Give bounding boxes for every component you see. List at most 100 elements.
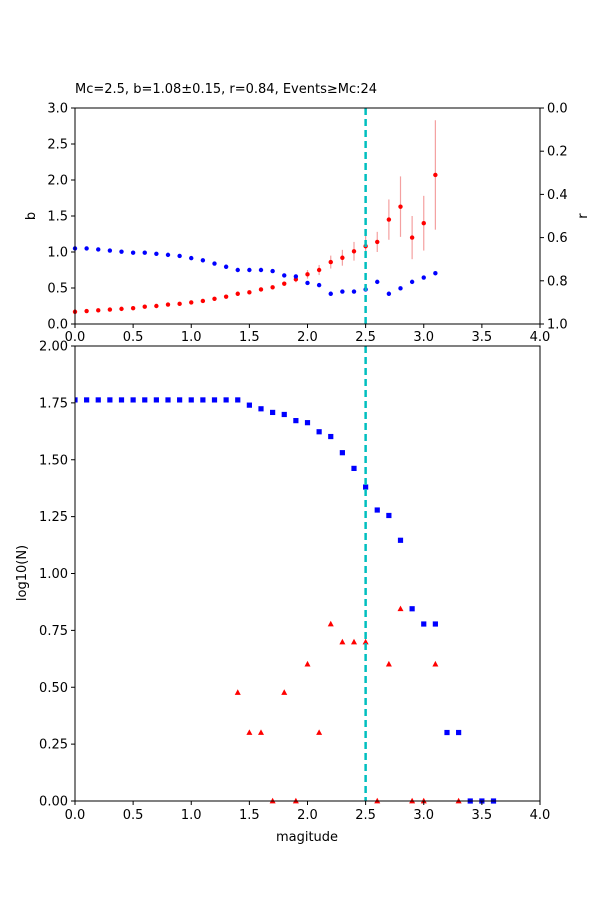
- top-marks: [72, 108, 438, 324]
- cumulative-count-point: [95, 397, 101, 403]
- cumulative-count-point: [142, 397, 148, 403]
- top-y-tick-label: 0.5: [47, 282, 68, 297]
- top-right-axis-label: r: [576, 213, 591, 219]
- top-right-tick-label: 0.8: [547, 274, 568, 289]
- cumulative-count-point: [456, 729, 462, 736]
- top-y-tick-label: 2.5: [47, 138, 68, 153]
- top-x-tick-label: 0.0: [65, 330, 86, 345]
- cumulative-count-point: [444, 729, 450, 736]
- r-value-point: [293, 274, 299, 279]
- r-value-point: [235, 267, 240, 273]
- non-cumulative-count-point: [351, 638, 357, 645]
- r-value-point: [165, 252, 171, 258]
- b-value-point: [189, 300, 194, 305]
- top-x-tick-label: 2.0: [297, 330, 318, 345]
- non-cumulative-count-point: [327, 620, 334, 627]
- b-value-point: [340, 255, 345, 260]
- top-x-tick-label: 3.5: [472, 330, 493, 345]
- cumulative-count-point: [363, 484, 369, 490]
- r-value-point: [316, 282, 322, 288]
- b-value-point: [130, 305, 136, 311]
- non-cumulative-count-point: [362, 638, 369, 645]
- r-value-point: [223, 264, 229, 269]
- top-x-tick-label: 4.0: [530, 330, 551, 345]
- r-value-point: [398, 286, 403, 291]
- b-value-point: [235, 291, 240, 296]
- b-value-point: [119, 306, 124, 312]
- r-value-point: [282, 273, 287, 278]
- top-y-tick-label: 3.0: [47, 102, 68, 117]
- bottom-x-tick-label: 0.5: [123, 808, 144, 823]
- cumulative-count-point: [211, 397, 218, 403]
- bottom-ticks: 0.0 0.5 1.0 1.5 2.0 2.5 3.0 3.5 4.0 0.00 0.25 0.50 0…: [39, 340, 550, 824]
- bottom-y-tick-label: 0.75: [39, 624, 68, 639]
- bottom-y-tick-label: 1.00: [39, 567, 68, 582]
- r-value-point: [270, 268, 275, 274]
- b-value-point: [165, 302, 171, 307]
- b-value-point: [154, 303, 159, 309]
- b-value-point: [282, 281, 287, 286]
- cumulative-count-point: [432, 621, 438, 627]
- top-right-tick-label: 0.6: [547, 231, 568, 246]
- r-value-point: [386, 291, 392, 296]
- top-x-tick-label: 1.5: [239, 330, 260, 345]
- cumulative-count-point: [235, 397, 241, 403]
- bottom-x-tick-label: 3.0: [413, 808, 434, 823]
- b-value-point: [305, 272, 310, 277]
- r-value-point: [154, 251, 159, 256]
- cumulative-count-point: [386, 512, 392, 519]
- b-value-point: [212, 296, 217, 301]
- b-value-point: [421, 221, 426, 226]
- bottom-y-axis-label: log10(N): [15, 545, 30, 601]
- bottom-y-tick-label: 1.75: [39, 396, 68, 411]
- r-value-point: [84, 246, 89, 251]
- top-right-tick-label: 0.0: [547, 102, 568, 117]
- non-cumulative-count-point: [258, 729, 264, 735]
- r-value-point: [142, 250, 147, 255]
- bottom-x-tick-label: 2.0: [297, 808, 318, 823]
- b-value-point: [398, 204, 403, 209]
- cumulative-count-point: [316, 429, 322, 435]
- b-value-point: [142, 304, 147, 309]
- cumulative-count-point: [328, 433, 334, 440]
- b-value-point: [328, 259, 333, 265]
- b-value-panel: Mc=2.5, b=1.08±0.15, r=0.84, Events≥Mc:2…: [24, 82, 591, 345]
- bottom-clipped-marks: [75, 397, 497, 804]
- r-value-point: [119, 249, 124, 254]
- r-value-point: [189, 255, 194, 261]
- r-value-point: [375, 279, 380, 285]
- r-value-point: [130, 250, 136, 255]
- cumulative-count-point: [200, 397, 206, 403]
- cumulative-count-point: [188, 397, 194, 403]
- cumulative-count-point: [153, 397, 159, 403]
- top-x-tick-label: 1.0: [181, 330, 202, 345]
- top-right-tick-label: 1.0: [547, 318, 568, 333]
- bottom-x-tick-label: 1.5: [239, 808, 260, 823]
- cumulative-count-point: [246, 402, 252, 408]
- cumulative-count-point: [409, 606, 415, 612]
- r-value-point: [433, 271, 438, 276]
- r-value-point: [409, 279, 415, 285]
- top-chart-title: Mc=2.5, b=1.08±0.15, r=0.84, Events≥Mc:2…: [75, 82, 377, 97]
- r-value-point: [212, 261, 217, 266]
- b-value-point: [177, 301, 182, 307]
- cumulative-count-point: [281, 411, 287, 418]
- top-axes-frame: [74, 107, 541, 325]
- cumulative-count-point: [75, 397, 78, 403]
- top-y-axis-label: b: [24, 212, 39, 220]
- b-value-point: [270, 285, 275, 290]
- bottom-x-tick-label: 3.5: [472, 808, 493, 823]
- cumulative-count-point: [397, 537, 404, 543]
- b-value-point: [96, 308, 101, 313]
- top-x-tick-label: 2.5: [355, 330, 376, 345]
- b-value-point: [84, 308, 89, 314]
- bottom-axes-frame: [74, 345, 541, 802]
- cumulative-count-point: [165, 397, 171, 403]
- b-value-point: [316, 267, 322, 273]
- b-value-point: [200, 298, 206, 304]
- bottom-y-tick-label: 0.50: [39, 681, 68, 696]
- b-value-point: [247, 290, 252, 295]
- bottom-x-tick-label: 4.0: [530, 808, 551, 823]
- bottom-y-tick-label: 0.00: [39, 795, 68, 810]
